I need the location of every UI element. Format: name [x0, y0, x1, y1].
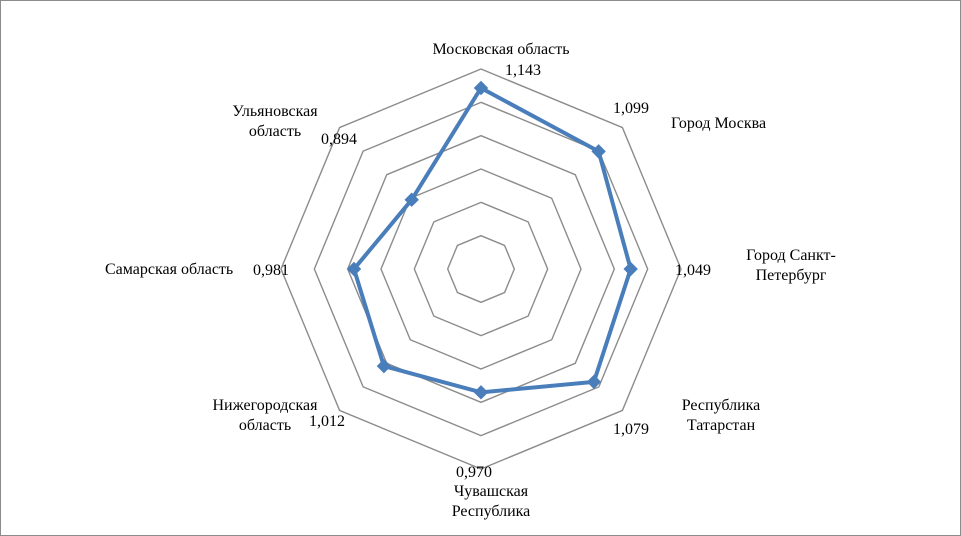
data-point-marker	[591, 144, 606, 159]
data-value-label: 1,099	[613, 100, 649, 117]
data-value-label: 1,143	[505, 62, 541, 79]
grid-ring	[313, 101, 649, 437]
data-value-label: 0,894	[321, 131, 357, 148]
radar-grid	[280, 68, 682, 470]
grid-ring	[346, 134, 616, 404]
data-point-marker	[376, 358, 392, 374]
grid-ring	[380, 168, 582, 370]
category-label: Московская область	[432, 41, 569, 58]
category-label: Чувашская Республика	[452, 483, 531, 520]
data-value-label: 1,079	[613, 421, 649, 438]
radar-labels: Московская область Город Москва Город Санк…	[105, 41, 836, 520]
data-point-marker	[404, 192, 419, 207]
grid-ring	[446, 234, 516, 304]
category-label: Ульяновская область	[232, 103, 318, 140]
category-label: Город Санкт-Петербург	[746, 247, 836, 284]
category-label: Нижегородская область	[213, 397, 319, 434]
data-point-marker	[623, 261, 638, 277]
data-value-label: 0,970	[456, 464, 492, 481]
data-point-marker	[586, 374, 602, 390]
grid-ring	[280, 68, 682, 470]
data-value-label: 1,049	[675, 262, 711, 279]
category-label: Город Москва	[671, 115, 766, 132]
grid-ring	[413, 201, 549, 337]
data-point-marker	[346, 261, 362, 277]
data-point-marker	[473, 80, 489, 96]
data-point-marker	[473, 385, 489, 400]
category-label: Самарская область	[105, 261, 233, 278]
radar-series	[346, 80, 638, 400]
data-value-label: 0,981	[253, 262, 289, 279]
category-label: Республика Татарстан	[682, 397, 761, 434]
data-value-label: 1,012	[309, 413, 345, 430]
